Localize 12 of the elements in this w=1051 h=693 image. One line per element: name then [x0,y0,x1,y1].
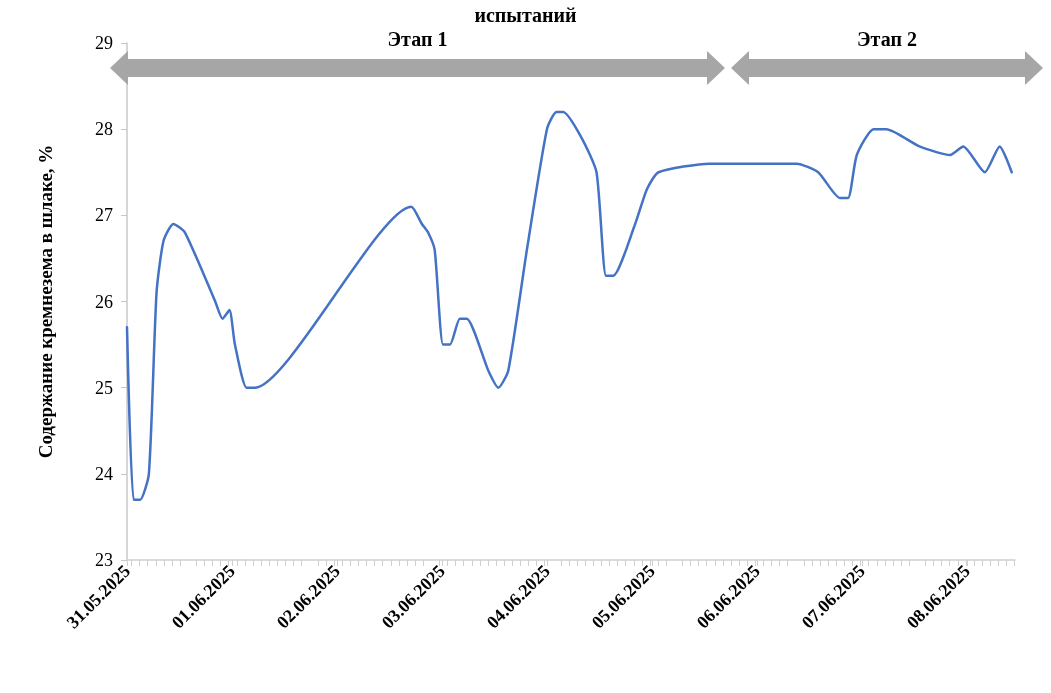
annotation: Этап 1 [387,28,448,50]
y-tick-label: 28 [95,119,113,140]
line-series [125,110,1013,501]
y-tick-label: 23 [95,550,113,570]
y-tick-label: 24 [95,463,113,484]
y-tick-label: 27 [95,205,113,226]
annotation: Этап 2 [857,28,917,50]
y-tick-label: 25 [95,377,113,398]
y-tick-label: 29 [95,33,113,53]
y-axis-title: Содержание кремнезема в шлаке, % [35,144,56,459]
y-tick-label: 26 [95,291,113,312]
chart-title: испытаний [474,4,577,26]
